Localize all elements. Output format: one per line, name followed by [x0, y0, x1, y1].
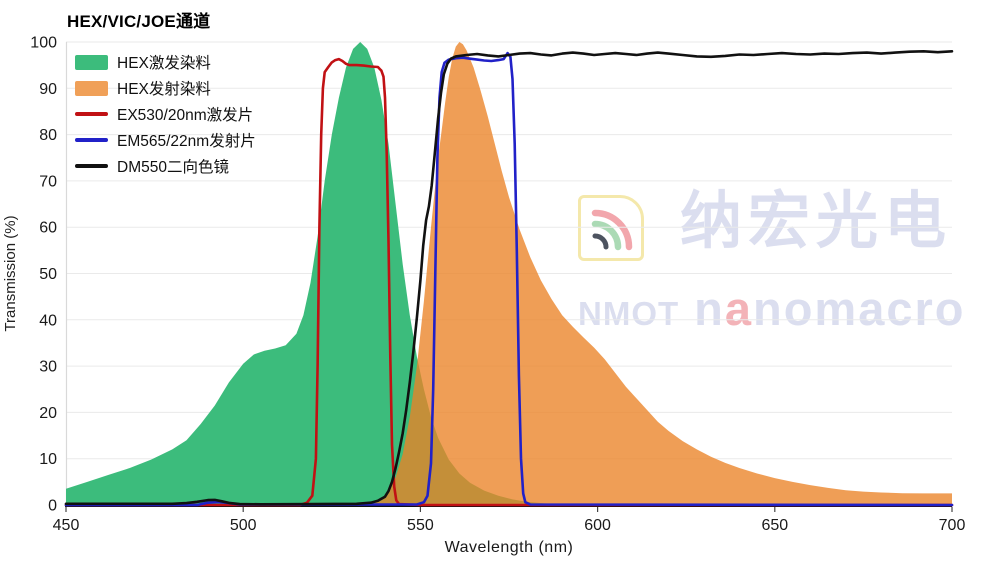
series-dm550-dichroic-line: [64, 50, 954, 506]
legend-swatch-em565-filter: [75, 138, 108, 142]
y-tick-label-20: 20: [39, 405, 57, 422]
watermark-nmot-text: NMOT: [578, 295, 680, 332]
brand-head: n: [694, 282, 725, 335]
y-tick-label-30: 30: [39, 359, 57, 376]
legend-item-ex530-filter: EX530/20nm激发片: [75, 101, 256, 127]
series-hex-emission-dye-area: [370, 42, 952, 505]
y-tick-label-0: 0: [48, 498, 57, 515]
legend-swatch-hex-excitation-dye: [75, 54, 108, 70]
x-tick-label-450: 450: [53, 517, 80, 534]
y-tick-label-90: 90: [39, 81, 57, 98]
legend-label: HEX激发染料: [117, 55, 211, 72]
chart-legend: HEX激发染料 HEX发射染料 EX530/20nm激发片 EM565/22nm发射片…: [75, 49, 256, 179]
x-tick-label-650: 650: [761, 517, 788, 534]
legend-item-dm550-dichroic: DM550二向色镜: [75, 153, 256, 179]
watermark-latin-row: NMOT nanomacro: [578, 281, 966, 336]
legend-item-hex-emission-dye: HEX发射染料: [75, 75, 256, 101]
x-tick-label-500: 500: [230, 517, 257, 534]
legend-item-hex-excitation-dye: HEX激发染料: [75, 49, 256, 75]
brand-accent-letter: a: [724, 282, 754, 335]
y-tick-label-40: 40: [39, 312, 57, 329]
brand-tail: nomacro: [753, 282, 966, 335]
y-tick-label-60: 60: [39, 220, 57, 237]
series-hex-excitation-dye-area: [66, 42, 598, 505]
y-axis-title: Transmission (%): [2, 215, 19, 331]
y-tick-label-50: 50: [39, 266, 57, 283]
y-tick-label-10: 10: [39, 451, 57, 468]
x-tick-label-700: 700: [939, 517, 966, 534]
legend-swatch-dm550-dichroic: [75, 164, 108, 168]
legend-item-em565-filter: EM565/22nm发射片: [75, 127, 256, 153]
watermark-cn-text: 纳宏光电: [680, 187, 953, 256]
series-ex530-filter-line: [64, 57, 954, 507]
watermark-logo: [578, 195, 644, 261]
chart-title: HEX/VIC/JOE通道: [67, 12, 211, 31]
series-em565-filter-line: [64, 51, 954, 507]
y-tick-label-70: 70: [39, 173, 57, 190]
legend-swatch-hex-emission-dye: [75, 80, 108, 96]
legend-label: HEX发射染料: [117, 81, 211, 98]
legend-label: DM550二向色镜: [117, 159, 229, 176]
watermark-brand-text: nanomacro: [694, 281, 965, 336]
legend-swatch-ex530-filter: [75, 112, 108, 116]
y-tick-label-100: 100: [30, 35, 57, 52]
x-axis-title: Wavelength (nm): [445, 539, 574, 556]
signal-arcs-icon: [591, 209, 633, 251]
y-tick-label-80: 80: [39, 127, 57, 144]
x-tick-label-600: 600: [584, 517, 611, 534]
legend-label: EM565/22nm发射片: [117, 133, 256, 150]
x-tick-label-550: 550: [407, 517, 434, 534]
legend-label: EX530/20nm激发片: [117, 107, 254, 124]
